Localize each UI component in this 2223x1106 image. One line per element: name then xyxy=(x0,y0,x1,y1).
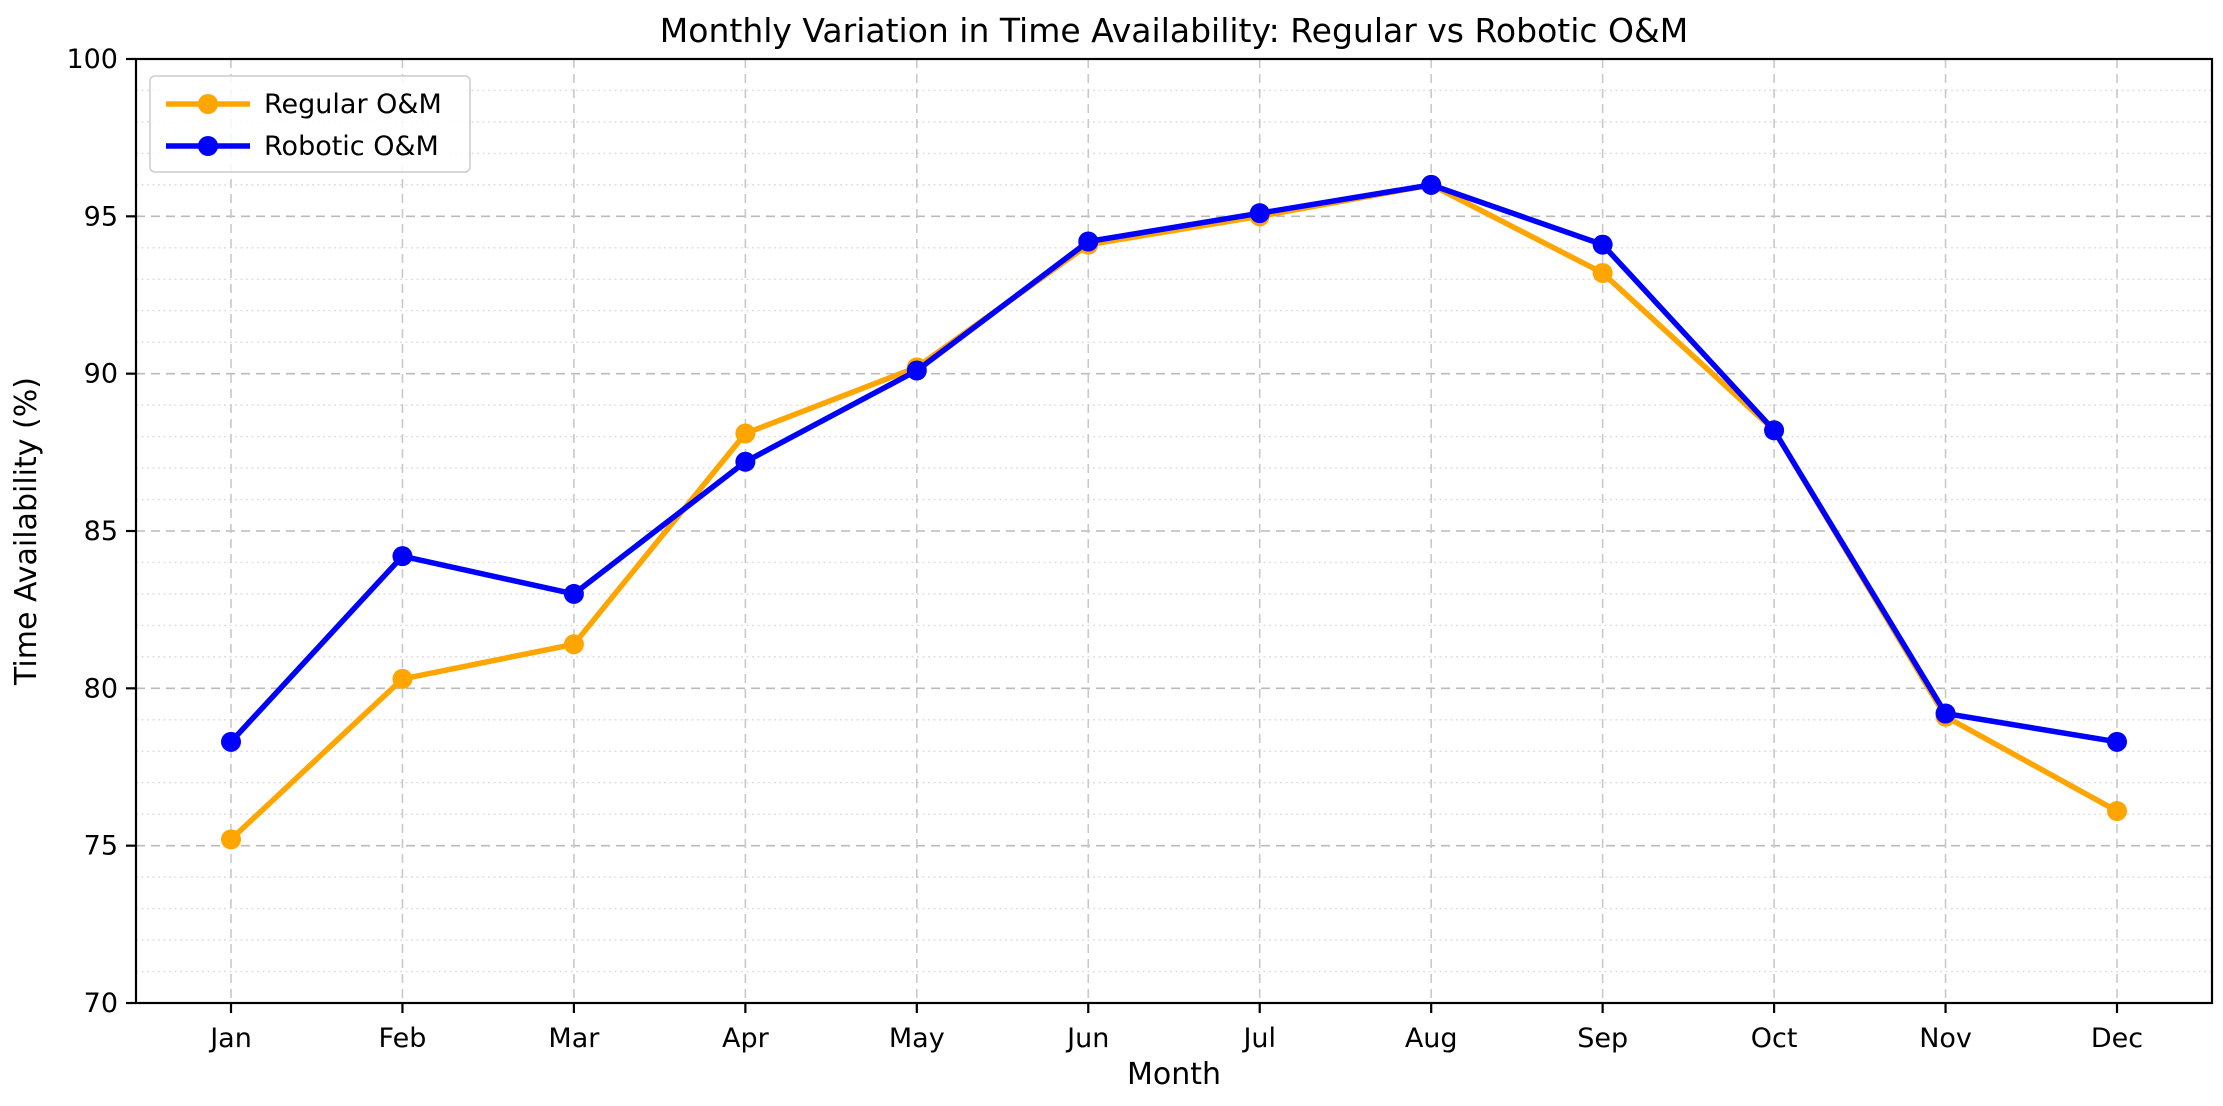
gridlines xyxy=(136,58,2212,1004)
data-point-marker xyxy=(221,829,241,850)
x-axis-label: Month xyxy=(1127,1057,1221,1092)
data-point-marker xyxy=(221,731,241,752)
chart-title: Monthly Variation in Time Availability: … xyxy=(660,11,1688,50)
data-point-marker xyxy=(563,634,584,655)
x-tick-label: Mar xyxy=(548,1023,600,1054)
y-tick-label: 90 xyxy=(84,359,118,390)
y-axis-label: Time Availability (%) xyxy=(9,377,44,686)
legend-marker xyxy=(198,94,218,114)
axes: 70 75 80 85 90 95 100 Jan Feb Mar Apr May Jun Jul Aug S… xyxy=(66,44,2214,1054)
y-tick-label: 100 xyxy=(66,44,118,75)
x-tick-label: Aug xyxy=(1405,1023,1458,1054)
y-tick-label: 75 xyxy=(84,831,118,862)
data-point-marker xyxy=(1592,262,1613,283)
series-1 xyxy=(221,174,2127,752)
y-tick-label: 80 xyxy=(84,673,118,704)
data-point-marker xyxy=(2107,731,2127,752)
x-tick-label: Nov xyxy=(1919,1023,1972,1054)
y-tick-label: 85 xyxy=(84,516,118,547)
x-tick-label: Jan xyxy=(208,1023,252,1054)
x-tick-label: Feb xyxy=(379,1023,427,1054)
legend: Regular O&M Robotic O&M xyxy=(149,75,471,173)
x-tick-label: Apr xyxy=(722,1023,770,1054)
y-tick-label: 95 xyxy=(84,201,118,232)
data-point-marker xyxy=(735,423,756,444)
legend-label: Regular O&M xyxy=(264,89,442,120)
data-point-marker xyxy=(2107,801,2127,822)
x-tick-label: Sep xyxy=(1577,1023,1628,1054)
x-tick-label: Oct xyxy=(1751,1023,1798,1054)
data-point-marker xyxy=(1078,231,1099,252)
data-point-marker xyxy=(392,668,413,689)
data-point-marker xyxy=(1764,420,1785,441)
data-point-marker xyxy=(1592,234,1613,255)
legend-marker xyxy=(198,136,218,156)
legend-item: Regular O&M xyxy=(166,89,442,120)
legend-label: Robotic O&M xyxy=(264,131,439,162)
series-line xyxy=(228,182,2120,745)
data-point-marker xyxy=(1935,703,1956,724)
data-point-marker xyxy=(1249,203,1270,224)
data-point-marker xyxy=(563,583,584,604)
x-tick-label: Dec xyxy=(2091,1023,2143,1054)
data-series xyxy=(221,174,2127,850)
x-tick-label: Jul xyxy=(1241,1023,1276,1054)
data-point-marker xyxy=(906,360,927,381)
y-tick-label: 70 xyxy=(84,988,118,1019)
x-tick-label: May xyxy=(889,1023,945,1054)
data-point-marker xyxy=(392,546,413,567)
x-tick-label: Jun xyxy=(1065,1023,1109,1054)
legend-box: Regular O&M Robotic O&M xyxy=(149,75,471,173)
data-point-marker xyxy=(735,451,756,472)
data-point-marker xyxy=(1421,174,1442,195)
legend-item: Robotic O&M xyxy=(166,131,439,162)
